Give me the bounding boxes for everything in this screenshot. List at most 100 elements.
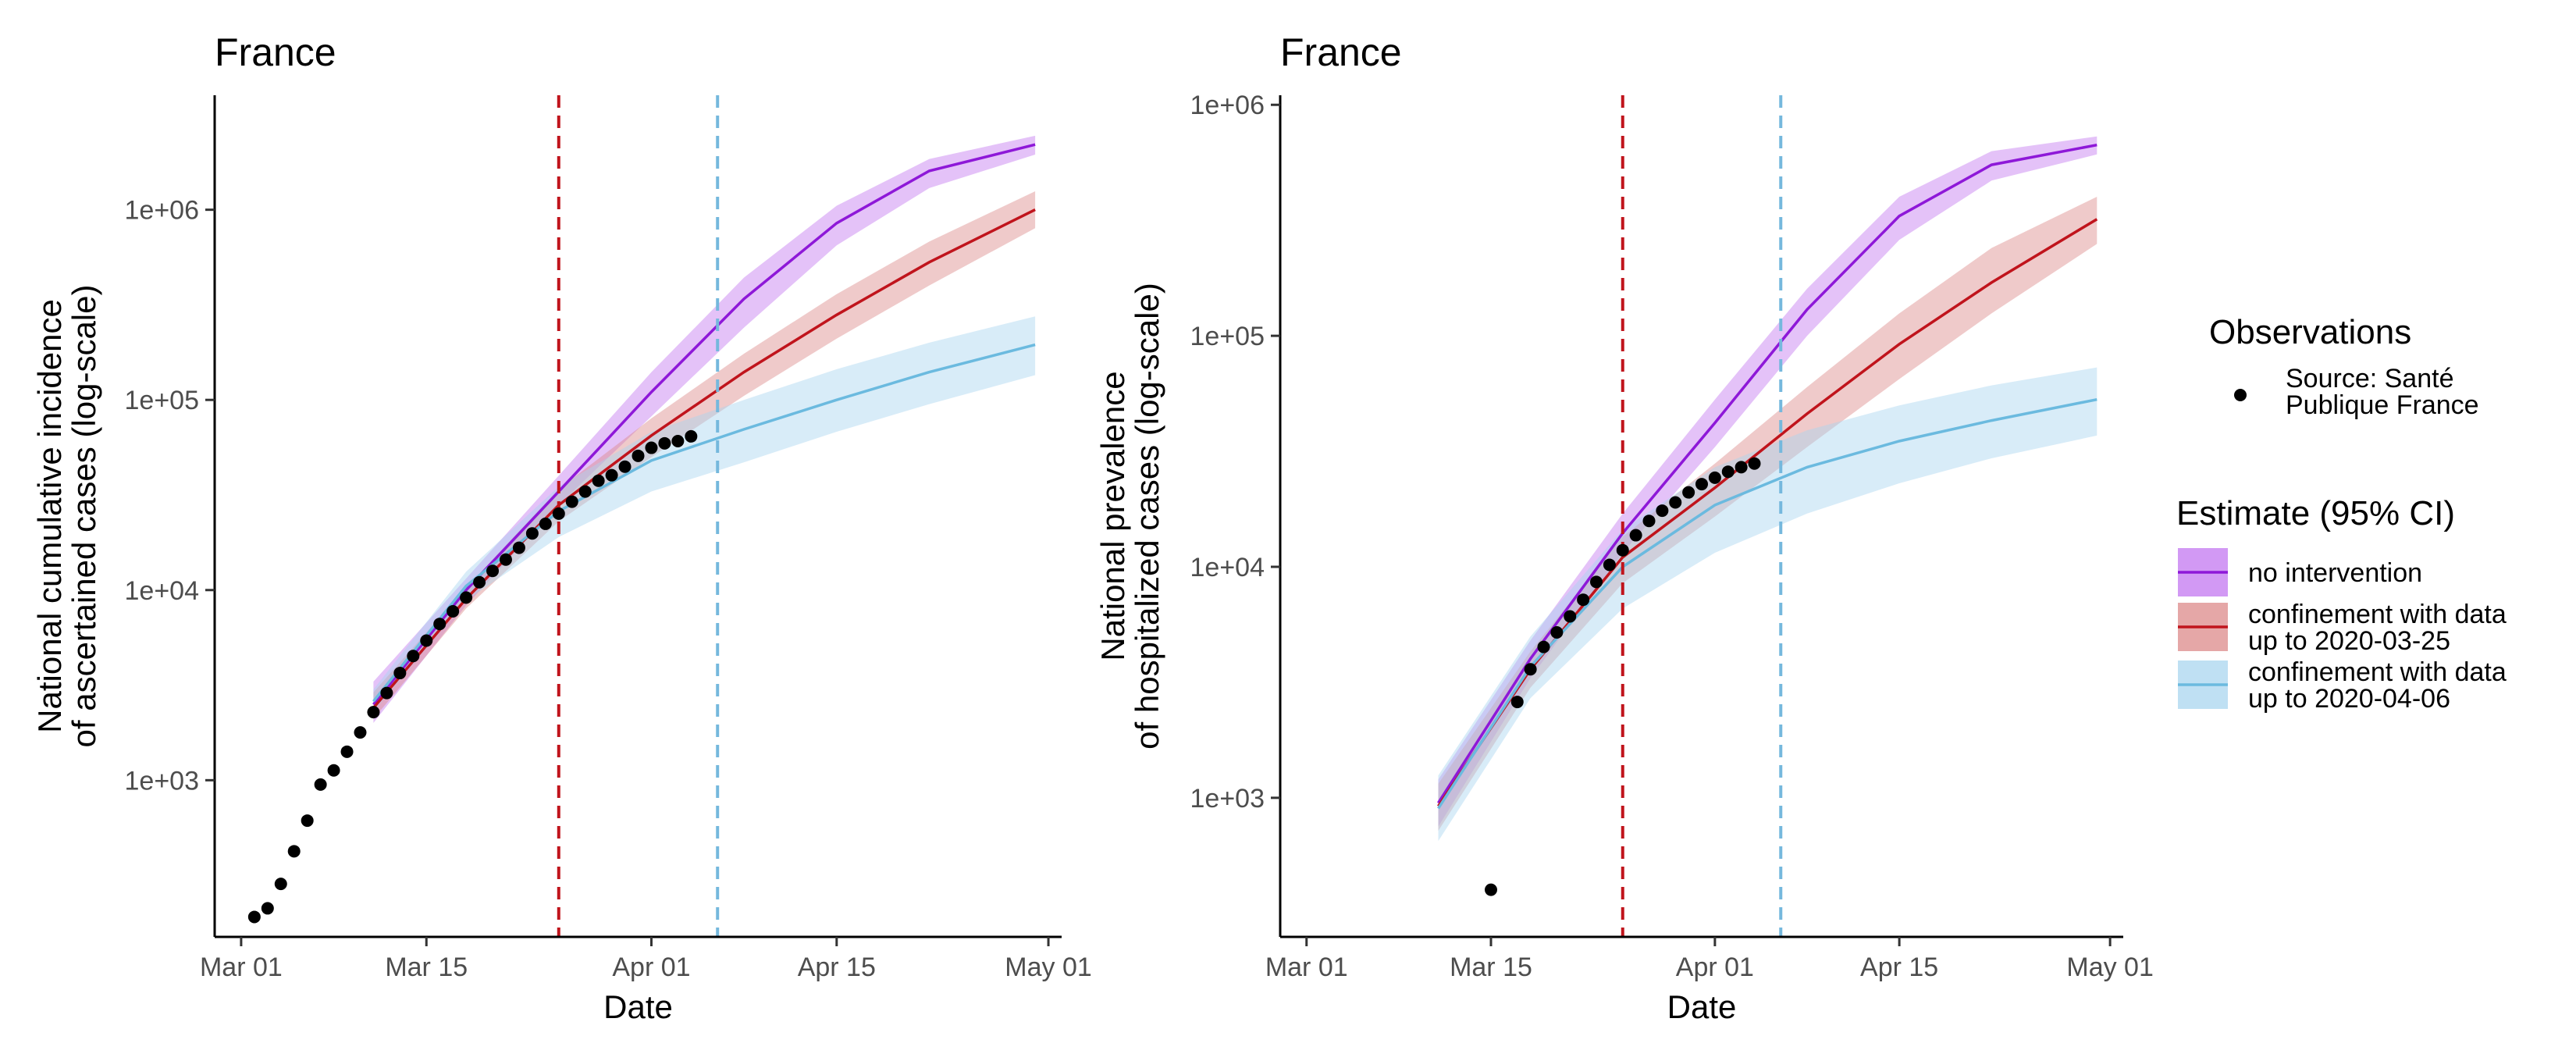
x-tick-label: Mar 15 — [385, 953, 468, 982]
observation-point — [671, 435, 685, 448]
x-tick-label: Mar 01 — [200, 953, 283, 982]
observation-point — [1510, 696, 1524, 709]
observation-point — [247, 910, 261, 924]
y-tick-label: 1e+06 — [125, 196, 200, 226]
observation-point — [407, 650, 420, 663]
y-tick-label: 1e+05 — [125, 386, 200, 415]
y-axis-label: of hospitalized cases (log-scale) — [1129, 283, 1165, 750]
observation-point — [552, 507, 565, 520]
panel-title: France — [1280, 30, 1402, 74]
observation-point — [327, 764, 340, 777]
observation-point — [301, 814, 314, 828]
observation-point — [460, 591, 473, 604]
legend-observation-key — [2234, 389, 2247, 401]
observation-point — [287, 845, 301, 858]
observation-point — [380, 686, 393, 700]
legend-observations-title: Observations — [2209, 313, 2411, 351]
panel-title: France — [215, 30, 336, 74]
x-tick-label: Apr 01 — [1676, 953, 1754, 982]
line-series-1 — [1437, 143, 2097, 804]
observation-point — [539, 517, 552, 530]
y-tick-label: 1e+04 — [1190, 553, 1265, 582]
observation-point — [1735, 461, 1748, 474]
observation-point — [632, 449, 645, 462]
line-series-3 — [372, 343, 1036, 703]
observation-point — [420, 634, 433, 647]
ci-band-series-3 — [373, 316, 1036, 712]
observation-point — [605, 468, 618, 482]
observation-point — [1590, 575, 1603, 589]
y-tick-label: 1e+03 — [1190, 784, 1265, 814]
legend-observations-label: Source: Santé — [2286, 364, 2453, 393]
observation-point — [486, 564, 500, 578]
x-axis-label: Date — [603, 988, 673, 1025]
x-tick-label: Mar 01 — [1265, 953, 1348, 982]
observation-point — [525, 527, 539, 540]
legend-entry-label: up to 2020-03-25 — [2248, 626, 2450, 656]
y-axis-label: of ascertained cases (log-scale) — [66, 285, 102, 748]
legend-entry-label: confinement with data — [2248, 657, 2507, 687]
observation-point — [1669, 496, 1682, 509]
legend-observations-label: Publique France — [2286, 390, 2479, 420]
x-axis-label: Date — [1667, 988, 1737, 1025]
x-tick-label: May 01 — [1005, 953, 1092, 982]
observation-point — [685, 429, 698, 443]
observation-point — [393, 667, 407, 680]
y-axis-label: National cumulative incidence — [31, 299, 68, 733]
observation-point — [1524, 663, 1537, 676]
observation-point — [645, 441, 658, 454]
x-tick-label: Apr 15 — [1860, 953, 1938, 982]
observation-point — [1629, 529, 1642, 542]
x-tick-label: Apr 15 — [798, 953, 876, 982]
observation-point — [447, 604, 460, 618]
x-tick-label: Mar 15 — [1450, 953, 1532, 982]
observation-point — [592, 474, 605, 487]
legend-entry-label: no intervention — [2248, 558, 2422, 588]
y-tick-label: 1e+06 — [1190, 91, 1265, 120]
y-tick-label: 1e+04 — [125, 576, 200, 606]
x-tick-label: Apr 01 — [612, 953, 690, 982]
observation-point — [473, 575, 486, 589]
observation-point — [433, 618, 447, 631]
observation-point — [1616, 543, 1629, 557]
observation-point — [367, 706, 380, 719]
observation-point — [274, 878, 287, 891]
legend-estimate-title: Estimate (95% CI) — [2176, 494, 2455, 532]
observation-point — [512, 541, 525, 554]
observation-point — [618, 460, 632, 473]
y-tick-label: 1e+05 — [1190, 322, 1265, 351]
observation-point — [1721, 465, 1735, 479]
observation-point — [578, 485, 592, 498]
panel-1: 1e+03 1e+04 1e+05 1e+06 Mar 01 Mar 15 Apr 01 Ap… — [31, 30, 1092, 1025]
observation-point — [261, 902, 274, 915]
observation-point — [314, 778, 327, 791]
observation-point — [1708, 471, 1721, 484]
observation-point — [1603, 558, 1616, 572]
y-tick-label: 1e+03 — [125, 766, 200, 796]
observation-point — [1695, 478, 1708, 491]
panel-2: 1e+03 1e+04 1e+05 1e+06 Mar 01 Mar 15 Apr 01 Ap… — [1094, 30, 2154, 1025]
observation-point — [658, 436, 671, 450]
observation-point — [1550, 626, 1564, 639]
y-axis-label: National prevalence — [1094, 371, 1131, 661]
observation-point — [1656, 504, 1669, 518]
ci-band-series-2 — [373, 191, 1036, 719]
observation-point — [1564, 610, 1577, 623]
observation-point — [1485, 883, 1497, 896]
observation-point — [1682, 486, 1695, 499]
observation-point — [499, 553, 512, 566]
observation-point — [1642, 515, 1656, 528]
x-tick-label: May 01 — [2066, 953, 2154, 982]
observation-point — [1537, 640, 1550, 653]
legend-entry-label: up to 2020-04-06 — [2248, 684, 2450, 714]
observation-point — [1748, 457, 1761, 470]
observation-point — [340, 745, 354, 758]
ci-band-series-2 — [1438, 197, 2097, 831]
legend-entry-label: confinement with data — [2248, 600, 2507, 629]
observation-point — [1577, 593, 1590, 607]
observation-point — [354, 726, 367, 739]
observation-point — [565, 495, 578, 508]
